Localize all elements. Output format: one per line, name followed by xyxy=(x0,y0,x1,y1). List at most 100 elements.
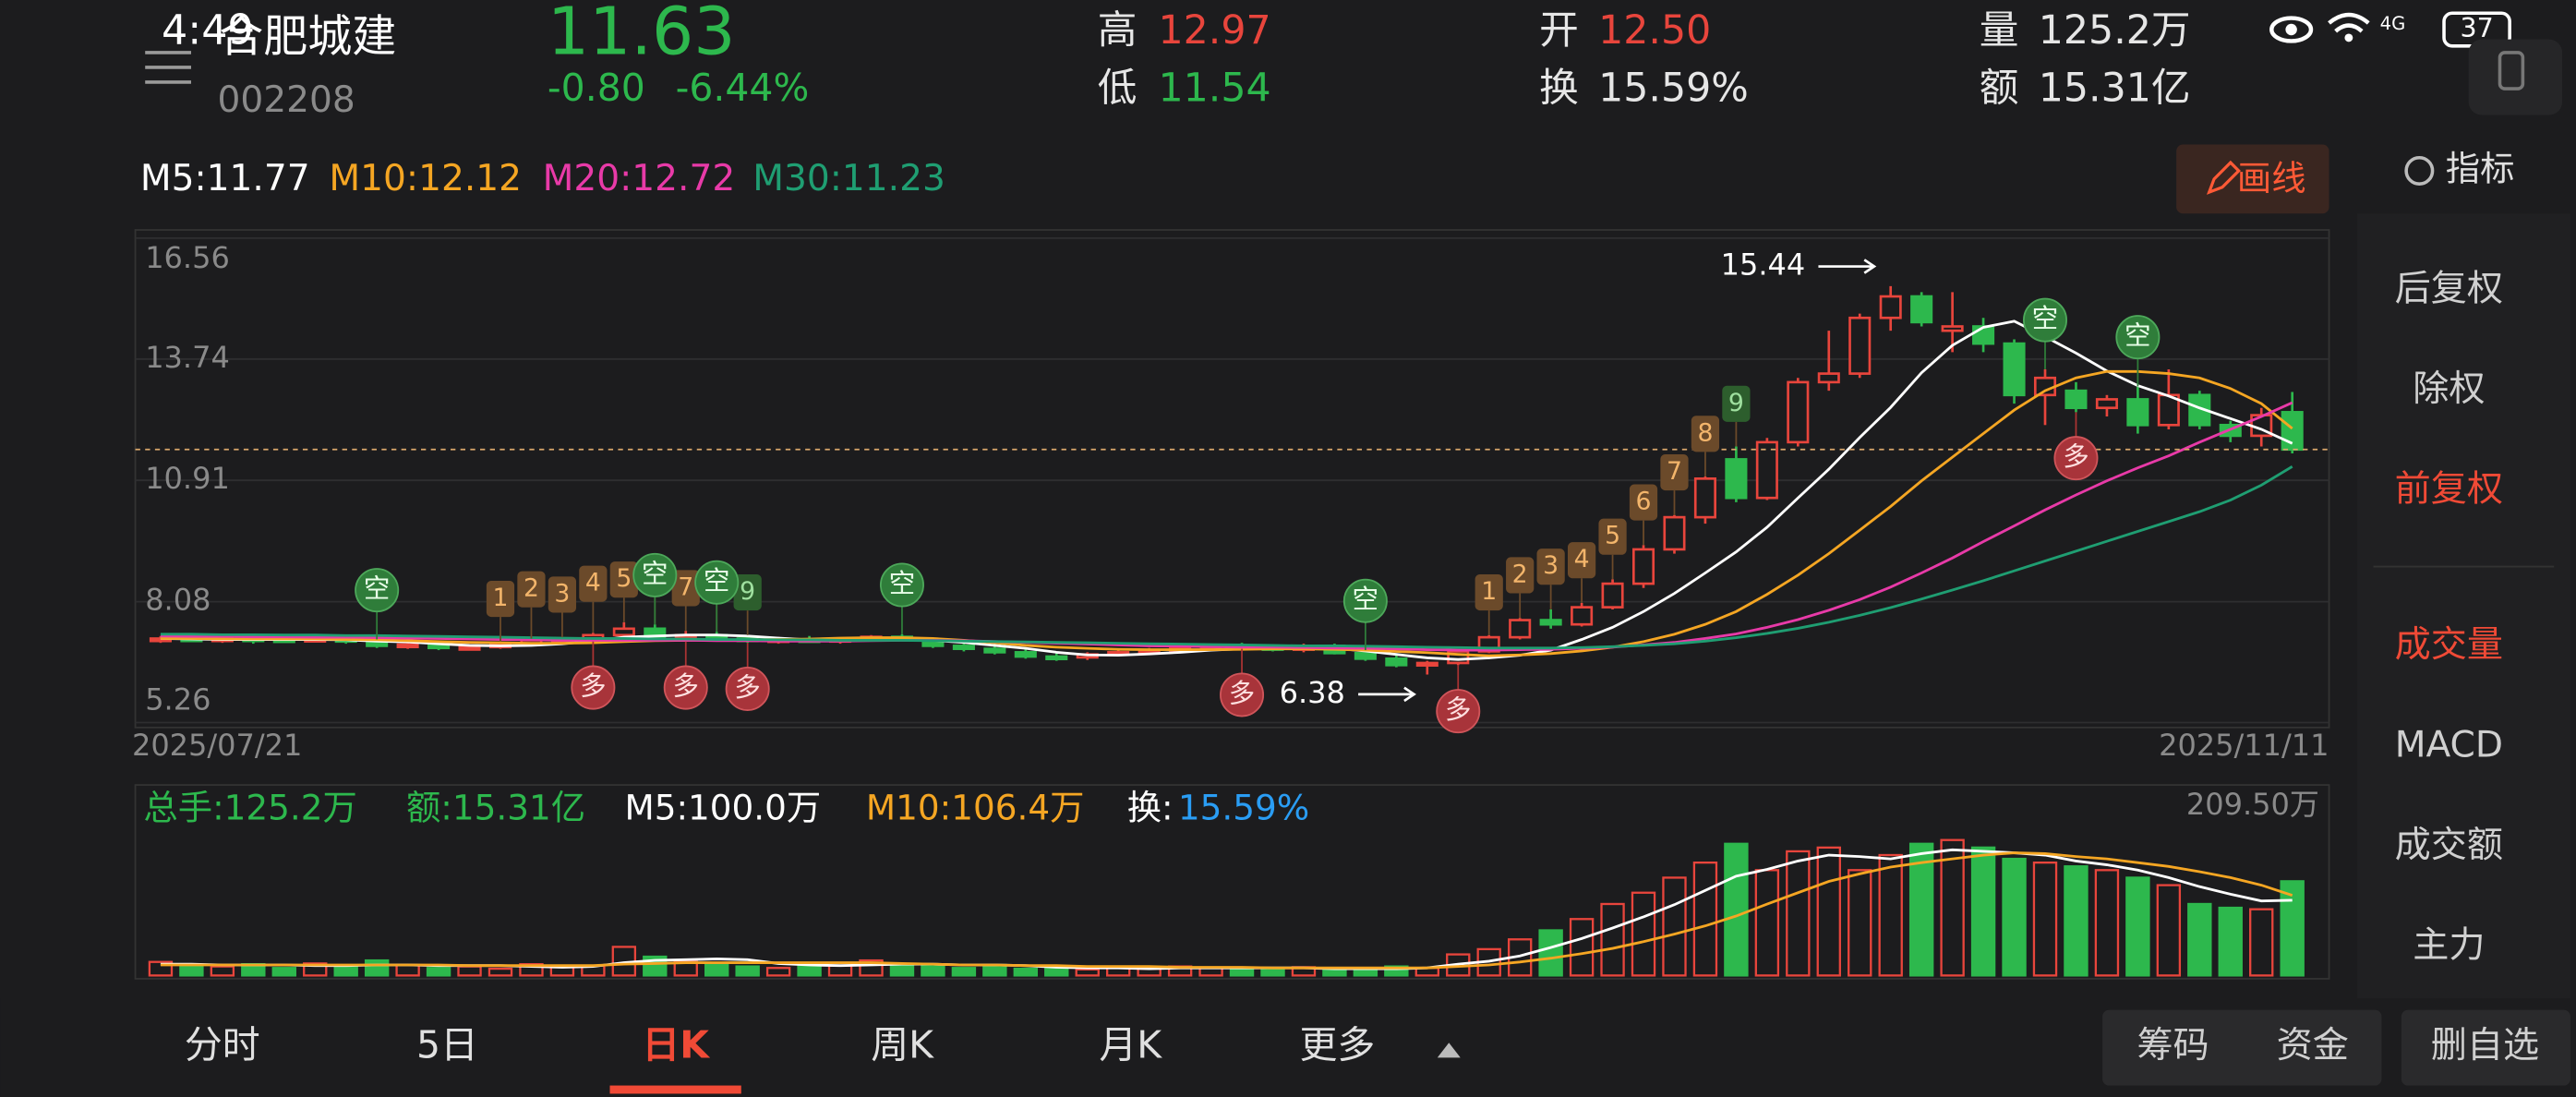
indicator-label[interactable]: 指标 xyxy=(2446,148,2515,188)
td-box xyxy=(1598,518,1627,555)
candle-body xyxy=(1879,295,1902,319)
volume-bar xyxy=(1229,968,1255,977)
volume-bar xyxy=(1075,968,1100,977)
candle-body xyxy=(2003,342,2026,397)
tab[interactable]: 5日 xyxy=(416,1023,478,1067)
volume-legend: 总手:125.2万 xyxy=(143,787,356,827)
td-count: 2 xyxy=(1512,560,1528,588)
volume-ma-legend: M5:100.0万 xyxy=(625,787,822,827)
td-box xyxy=(1660,453,1689,491)
ma-legend: M5:11.77 xyxy=(140,158,310,199)
network: 4G xyxy=(2380,13,2406,34)
td-box xyxy=(579,565,608,602)
candle-body xyxy=(1385,657,1408,667)
sell-signal-label: 空 xyxy=(1353,585,1378,615)
stock-code: 002208 xyxy=(217,79,355,121)
draw-button[interactable] xyxy=(2176,144,2329,214)
menu-item[interactable]: 前复权 xyxy=(2395,468,2503,510)
candle-body xyxy=(1014,651,1037,658)
draw-label[interactable]: 画线 xyxy=(2237,158,2306,199)
buy-signal-label: 多 xyxy=(1229,678,1255,708)
candle-body xyxy=(1787,380,1810,444)
tab[interactable]: 更多 xyxy=(1299,1023,1375,1067)
quote-label: 量 xyxy=(1980,7,2019,54)
volume-bar xyxy=(889,963,915,977)
candle-body xyxy=(1415,661,1438,667)
tab-active[interactable]: 日K xyxy=(642,1023,710,1067)
candle-body xyxy=(1755,440,1778,500)
sell-signal xyxy=(2022,297,2068,343)
tab[interactable]: 周K xyxy=(871,1023,934,1067)
candle-body xyxy=(612,627,635,637)
y-tick-label: 209.50万 xyxy=(2186,787,2319,822)
sell-signal xyxy=(632,552,678,597)
volume-bar xyxy=(2218,906,2243,977)
candle-body xyxy=(396,643,419,649)
td-box xyxy=(733,573,762,611)
candle-body xyxy=(1539,619,1562,626)
td-count: 3 xyxy=(554,579,570,608)
menu-item[interactable]: 主力 xyxy=(2413,925,2485,967)
td-count: 1 xyxy=(493,584,509,612)
tool[interactable]: 删自选 xyxy=(2431,1025,2539,1067)
tab[interactable]: 月K xyxy=(1099,1023,1162,1067)
td-count: 5 xyxy=(616,564,632,593)
volume-bar xyxy=(1322,969,1347,977)
td-count: 9 xyxy=(740,577,755,606)
candle-body xyxy=(1972,325,1995,345)
quote-label: 换 xyxy=(1539,65,1579,111)
volume-bar xyxy=(2280,880,2305,977)
more-arrow xyxy=(1437,1043,1461,1058)
low-label: 6.38 xyxy=(1280,675,1345,710)
td-box xyxy=(1722,385,1751,422)
ma-legend: M30:11.23 xyxy=(752,158,945,199)
volume-bar xyxy=(303,962,328,977)
volume-bar xyxy=(1940,838,1965,977)
menu-item[interactable]: MACD xyxy=(2395,725,2503,766)
candle-body xyxy=(1910,295,1933,324)
stock-name: 合肥城建 xyxy=(219,11,396,63)
rotate-button[interactable] xyxy=(2468,39,2563,115)
tool-box xyxy=(2102,1009,2382,1086)
high-label: 15.44 xyxy=(1721,247,1806,283)
menu-icon[interactable] xyxy=(145,51,191,84)
volume-bar xyxy=(426,967,451,977)
buy-signal xyxy=(663,665,708,710)
volume-bar xyxy=(1848,869,1872,977)
candle-body xyxy=(2126,398,2149,427)
buy-signal-label: 多 xyxy=(1445,694,1471,725)
td-count: 5 xyxy=(1605,522,1620,550)
buy-signal xyxy=(725,666,770,711)
volume-bar xyxy=(333,965,358,977)
candle-body xyxy=(1941,325,1964,332)
sell-signal xyxy=(879,562,924,608)
candle-body xyxy=(1509,619,1532,639)
volume-bar xyxy=(179,963,204,977)
td-box xyxy=(486,580,515,618)
menu-item[interactable]: 后复权 xyxy=(2395,268,2503,309)
end-date: 2025/11/11 xyxy=(2159,728,2329,763)
candle-body xyxy=(1817,372,1840,384)
quote-value: 125.2万 xyxy=(2039,7,2191,54)
td-box xyxy=(1567,542,1596,579)
td-count: 7 xyxy=(1667,457,1682,486)
quote-label: 低 xyxy=(1098,65,1138,111)
menu-item[interactable]: 成交量 xyxy=(2395,624,2503,666)
td-count: 9 xyxy=(1728,389,1744,417)
price-frame xyxy=(134,229,2330,729)
plot: 16.56 13.74 10.91 8.08 5.26 M5:11.77 M10:12.12… xyxy=(135,158,2329,977)
turnover-value: 15.59% xyxy=(1178,787,1309,827)
quote-value: 15.59% xyxy=(1598,65,1749,111)
candle-body xyxy=(1631,548,1655,585)
volume-bar xyxy=(2249,908,2274,977)
menu-item[interactable]: 成交额 xyxy=(2395,825,2503,866)
buy-signal xyxy=(1220,672,1265,717)
tab-underline xyxy=(609,1085,741,1094)
menu-item[interactable]: 除权 xyxy=(2413,368,2485,410)
volume-legend: 额:15.31亿 xyxy=(406,787,585,827)
tool[interactable]: 筹码 xyxy=(2137,1025,2209,1067)
volume-bar xyxy=(364,958,390,977)
tool[interactable]: 资金 xyxy=(2277,1025,2349,1067)
tab[interactable]: 分时 xyxy=(185,1023,260,1067)
